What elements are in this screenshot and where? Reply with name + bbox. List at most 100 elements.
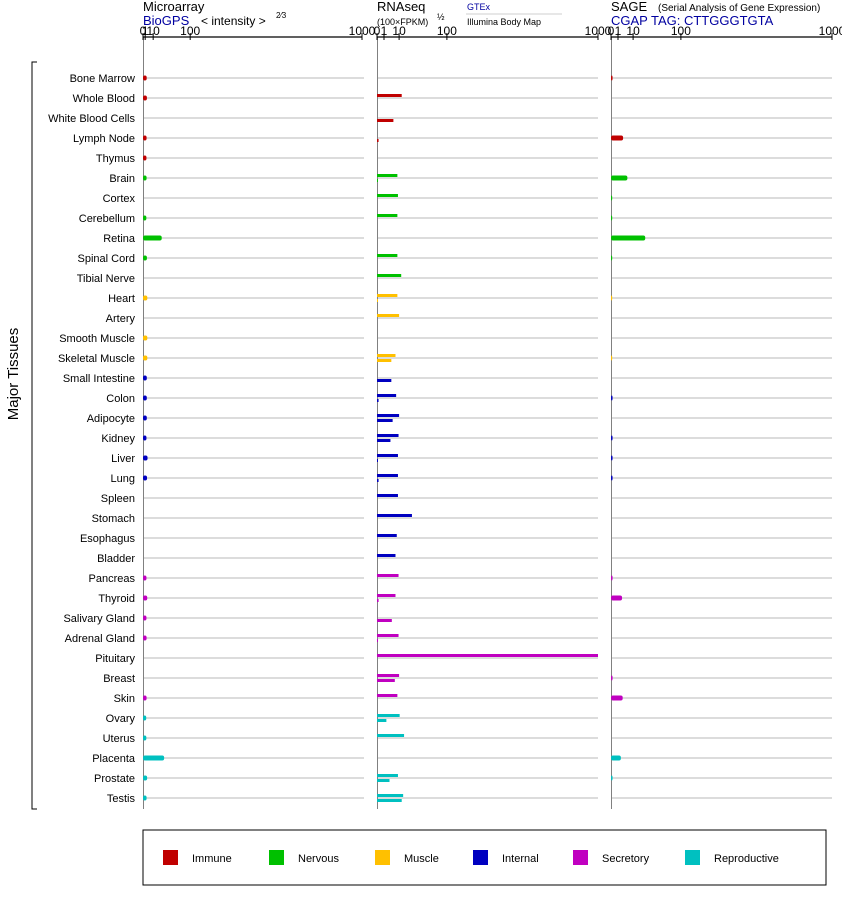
microarray-bar-thyroid bbox=[143, 595, 148, 601]
microarray-bar-heart bbox=[143, 295, 148, 301]
rnaseq-bar-gtex-breast bbox=[377, 674, 400, 677]
microarray-bar-spinal-cord bbox=[143, 255, 147, 261]
legend: Immune Nervous Muscle Internal Secretory Repr… bbox=[163, 850, 779, 865]
microarray-bar-adrenal-gland bbox=[143, 635, 147, 641]
row-label-small-intestine: Small Intestine bbox=[63, 373, 135, 385]
legend-swatch-internal bbox=[473, 850, 488, 865]
row-label-brain: Brain bbox=[109, 173, 135, 185]
rnaseq-bar-ibm-thyroid bbox=[377, 599, 379, 602]
row-label-thymus: Thymus bbox=[96, 153, 136, 165]
sage-tick-label: 1000 bbox=[819, 24, 842, 38]
sage-bar-skin bbox=[611, 695, 623, 701]
sage-title: SAGE bbox=[611, 0, 647, 14]
rnaseq-bar-gtex-bladder bbox=[377, 554, 396, 557]
microarray-bar-bone-marrow bbox=[143, 75, 147, 81]
rnaseq-bar-ibm-testis bbox=[377, 799, 402, 802]
rnaseq-bar-gtex-cerebellum bbox=[377, 214, 398, 217]
sage-bar-cerebellum bbox=[611, 215, 613, 221]
rnaseq-bar-gtex-adipocyte bbox=[377, 414, 400, 417]
rnaseq-bar-gtex-liver bbox=[377, 454, 398, 457]
rnaseq-bar-gtex-tibial-nerve bbox=[377, 274, 402, 277]
y-axis-bracket bbox=[31, 61, 37, 810]
sage-bar-liver bbox=[611, 455, 613, 461]
rnaseq-bar-gtex-brain bbox=[377, 174, 398, 177]
row-label-white-blood-cells: White Blood Cells bbox=[48, 113, 135, 125]
rnaseq-bar-ibm-skeletal-muscle bbox=[377, 359, 392, 362]
rnaseq-bar-gtex-skin bbox=[377, 694, 398, 697]
microarray-bar-brain bbox=[143, 175, 147, 181]
row-label-prostate: Prostate bbox=[94, 773, 135, 785]
sage-bar-lymph-node bbox=[611, 135, 624, 141]
microarray-bar-salivary-gland bbox=[143, 615, 147, 621]
rnaseq-source-gtex: GTEx bbox=[467, 2, 491, 12]
row-label-breast: Breast bbox=[103, 673, 135, 685]
sage-panel: 01 10 100 1000 bbox=[608, 24, 842, 809]
sage-bar-skeletal-muscle bbox=[611, 355, 613, 361]
row-label-stomach: Stomach bbox=[92, 513, 135, 525]
microarray-bar-placenta bbox=[143, 755, 165, 761]
sage-subtitle: (Serial Analysis of Gene Expression) bbox=[658, 3, 820, 14]
rnaseq-bar-ibm-heart bbox=[377, 299, 378, 302]
microarray-bar-thymus bbox=[143, 155, 147, 161]
rnaseq-bar-gtex-spinal-cord bbox=[377, 254, 398, 257]
microarray-bar-liver bbox=[143, 455, 148, 461]
microarray-bar-whole-blood bbox=[143, 95, 147, 101]
sage-bar-colon bbox=[611, 395, 613, 401]
legend-label-immune: Immune bbox=[192, 853, 232, 865]
legend-label-muscle: Muscle bbox=[404, 853, 439, 865]
legend-label-internal: Internal bbox=[502, 853, 539, 865]
sage-bar-placenta bbox=[611, 755, 621, 761]
row-label-lung: Lung bbox=[111, 473, 135, 485]
rnaseq-bar-gtex-esophagus bbox=[377, 534, 397, 537]
row-label-thyroid: Thyroid bbox=[98, 593, 135, 605]
sage-tick-label: 0 bbox=[608, 24, 615, 38]
legend-label-reproductive: Reproductive bbox=[714, 853, 779, 865]
rnaseq-bar-gtex-pituitary bbox=[377, 654, 598, 657]
row-label-retina: Retina bbox=[103, 233, 136, 245]
row-label-bladder: Bladder bbox=[97, 553, 135, 565]
rnaseq-unit-exponent: ½ bbox=[437, 12, 445, 22]
microarray-tick-label: 1000 bbox=[349, 24, 376, 38]
rnaseq-bar-gtex-cortex bbox=[377, 194, 398, 197]
row-label-bone-marrow: Bone Marrow bbox=[70, 73, 135, 85]
microarray-tick-label: 10 bbox=[146, 24, 160, 38]
sage-bar-spinal-cord bbox=[611, 255, 613, 261]
row-labels-group: Bone Marrow Whole Blood White Blood Cells L… bbox=[48, 73, 136, 805]
microarray-tick-label: 1 bbox=[142, 24, 149, 38]
row-label-skeletal-muscle: Skeletal Muscle bbox=[58, 353, 135, 365]
microarray-tick-label: 0 bbox=[140, 24, 147, 38]
sage-bar-retina bbox=[611, 235, 646, 241]
rnaseq-bar-ibm-kidney bbox=[377, 439, 391, 442]
rnaseq-bar-gtex-thyroid bbox=[377, 594, 396, 597]
microarray-bar-lymph-node bbox=[143, 135, 147, 141]
rnaseq-bar-gtex-uterus bbox=[377, 734, 405, 737]
rnaseq-bar-gtex-skeletal-muscle bbox=[377, 354, 396, 357]
microarray-bar-retina bbox=[143, 235, 162, 241]
row-label-kidney: Kidney bbox=[101, 433, 135, 445]
rnaseq-bar-ibm-prostate bbox=[377, 779, 390, 782]
row-label-whole-blood: Whole Blood bbox=[73, 93, 135, 105]
sage-tick-label: 1 bbox=[615, 24, 622, 38]
rnaseq-bar-gtex-ovary bbox=[377, 714, 400, 717]
rnaseq-bar-gtex-whole-blood bbox=[377, 94, 402, 97]
sage-bar-bone-marrow bbox=[611, 75, 613, 81]
row-label-pancreas: Pancreas bbox=[89, 573, 136, 585]
rnaseq-bar-gtex-pancreas bbox=[377, 574, 399, 577]
microarray-bar-skin bbox=[143, 695, 147, 701]
microarray-title: Microarray bbox=[143, 0, 205, 14]
panels-group: 011010010000110100100001101001000 bbox=[140, 24, 842, 809]
row-label-cortex: Cortex bbox=[103, 193, 136, 205]
rnaseq-bar-gtex-prostate bbox=[377, 774, 398, 777]
microarray-scale-label: < intensity > bbox=[201, 14, 266, 28]
row-label-spleen: Spleen bbox=[101, 493, 135, 505]
rnaseq-bar-gtex-heart bbox=[377, 294, 398, 297]
row-label-tibial-nerve: Tibial Nerve bbox=[77, 273, 135, 285]
row-label-cerebellum: Cerebellum bbox=[79, 213, 135, 225]
sage-bar-brain bbox=[611, 175, 628, 181]
rnaseq-tick-label: 100 bbox=[437, 24, 457, 38]
microarray-source: BioGPS bbox=[143, 13, 190, 28]
sage-tick-label: 10 bbox=[626, 24, 640, 38]
